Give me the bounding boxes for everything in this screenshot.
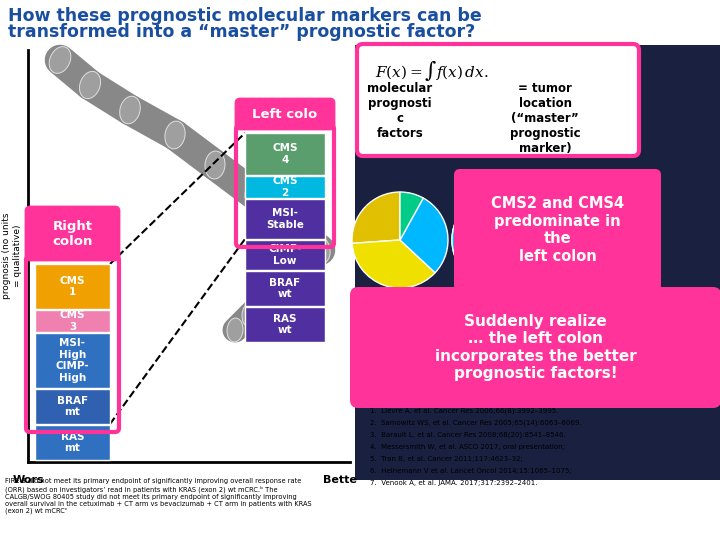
FancyBboxPatch shape [357,44,639,156]
Wedge shape [352,240,435,288]
FancyBboxPatch shape [245,307,325,342]
Wedge shape [452,207,534,288]
Text: Left colo: Left colo [253,107,318,120]
Wedge shape [500,239,548,274]
Text: FIRE-3 did not meet its primary endpoint of significantly improving overall resp: FIRE-3 did not meet its primary endpoint… [5,478,312,514]
Text: Wors: Wors [12,475,44,485]
Text: $F(x) = \int f(x)\,dx.$: $F(x) = \int f(x)\,dx.$ [375,58,488,83]
Ellipse shape [272,268,288,292]
FancyBboxPatch shape [236,99,334,129]
Text: 6.  Heinemann V et al. Lancet Oncol 2014;15:1065–1075;: 6. Heinemann V et al. Lancet Oncol 2014;… [370,468,572,474]
Text: 5.  Tran B, et al. Cancer 2011;117:4623–32;: 5. Tran B, et al. Cancer 2011;117:4623–3… [370,456,523,462]
Text: CMS2 and CMS4
predominate in
the
left colon: CMS2 and CMS4 predominate in the left co… [491,197,624,264]
FancyBboxPatch shape [35,425,110,460]
Ellipse shape [257,288,273,312]
Text: 3.  Barault L, et al. Cancer Res 2008;68(20):8541–8546.: 3. Barault L, et al. Cancer Res 2008;68(… [370,432,566,438]
FancyBboxPatch shape [26,207,119,260]
Ellipse shape [79,71,101,99]
Ellipse shape [310,236,330,264]
Text: BRAF
mt: BRAF mt [57,396,88,417]
FancyBboxPatch shape [35,264,110,309]
Wedge shape [352,192,400,244]
Text: MSI-
Stable: MSI- Stable [266,208,304,230]
FancyBboxPatch shape [245,199,325,239]
Text: 7.  Venook A, et al. JAMA. 2017;317:2392–2401.: 7. Venook A, et al. JAMA. 2017;317:2392–… [370,480,538,486]
Text: CMS
2: CMS 2 [272,176,298,198]
Ellipse shape [242,303,258,327]
Text: CMS
4: CMS 4 [272,143,298,165]
FancyBboxPatch shape [245,133,325,175]
Ellipse shape [280,211,300,239]
Wedge shape [500,205,548,240]
Text: Suddenly realize
… the left colon
incorporates the better
prognostic factors!: Suddenly realize … the left colon incorp… [435,314,636,381]
FancyBboxPatch shape [454,169,661,291]
FancyBboxPatch shape [35,310,110,332]
FancyBboxPatch shape [355,45,720,480]
Text: CMS
1: CMS 1 [60,276,85,298]
Wedge shape [400,198,448,273]
FancyBboxPatch shape [35,389,110,424]
Text: CIMP-
Low: CIMP- Low [268,244,302,266]
Text: prognosis (no units
= qualitative): prognosis (no units = qualitative) [2,213,22,299]
Text: 1.  Lievre A, et al. Cancer Res 2006;66(8):3992–3995.: 1. Lievre A, et al. Cancer Res 2006;66(8… [370,408,559,415]
Ellipse shape [49,46,71,73]
Ellipse shape [282,238,298,262]
Wedge shape [400,192,423,240]
Text: RAS
mt: RAS mt [60,431,84,453]
Text: = tumor
location
(“master”
prognostic
marker): = tumor location (“master” prognostic ma… [510,82,580,155]
Text: Right
colon: Right colon [53,220,93,248]
Ellipse shape [205,151,225,179]
Text: 4.  Messersmith W, et al. ASCO 2017, oral presentation;: 4. Messersmith W, et al. ASCO 2017, oral… [370,444,565,450]
Ellipse shape [245,181,265,209]
Text: RAS
wt: RAS wt [274,314,297,335]
Ellipse shape [120,96,140,124]
Text: transformed into a “master” prognostic factor?: transformed into a “master” prognostic f… [8,23,475,41]
Text: 2.  Samowitz WS, et al. Cancer Res 2005;65(14):6063–6069.: 2. Samowitz WS, et al. Cancer Res 2005;6… [370,420,582,427]
Wedge shape [465,192,500,240]
Text: Bette: Bette [323,475,357,485]
Text: MSI-
High
CIMP-
High: MSI- High CIMP- High [55,338,89,383]
Text: CMS
3: CMS 3 [60,310,85,332]
Text: How these prognostic molecular markers can be: How these prognostic molecular markers c… [8,7,482,25]
FancyBboxPatch shape [35,333,110,388]
FancyBboxPatch shape [245,176,325,198]
Wedge shape [452,192,533,271]
FancyBboxPatch shape [350,287,720,408]
Ellipse shape [227,318,243,342]
FancyBboxPatch shape [245,271,325,306]
Text: BRAF
wt: BRAF wt [269,278,300,299]
FancyBboxPatch shape [245,240,325,270]
Text: molecular
prognosti
c
factors: molecular prognosti c factors [367,82,433,140]
Ellipse shape [165,121,185,149]
